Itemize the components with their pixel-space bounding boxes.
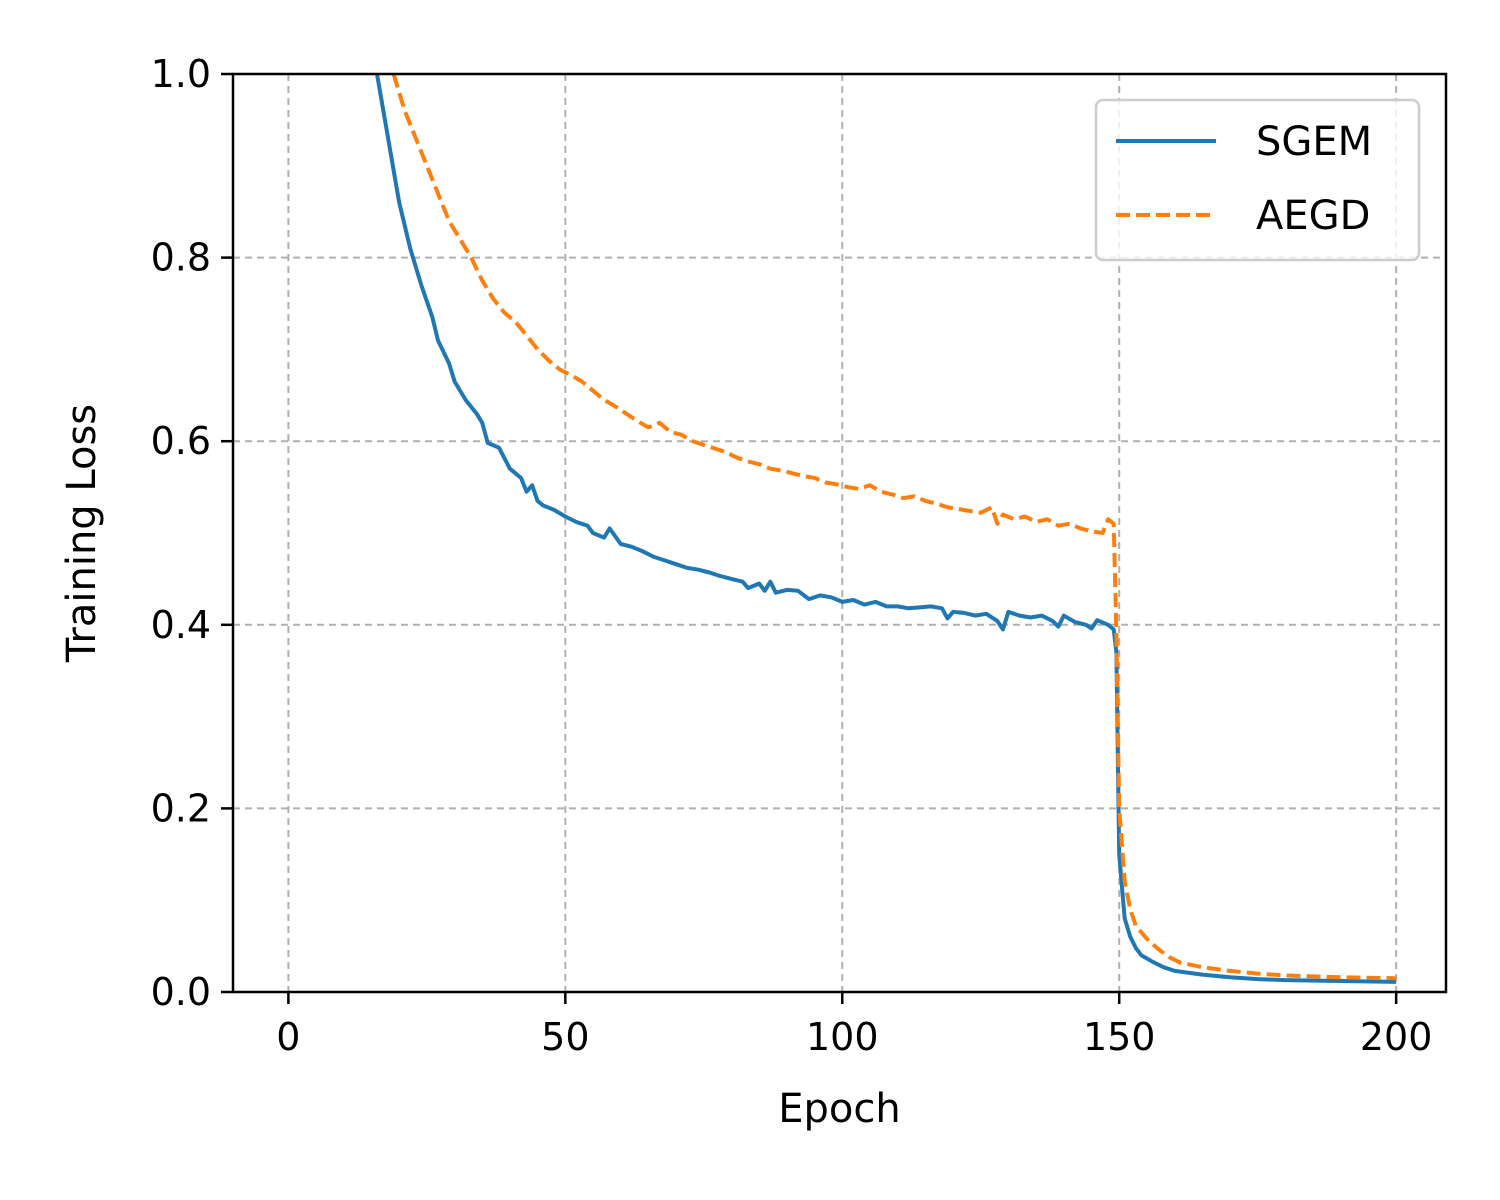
legend-label-aegd: AEGD (1256, 193, 1370, 239)
y-axis-label: Training Loss (59, 404, 105, 663)
legend: SGEM AEGD (1094, 98, 1421, 262)
y-tick-label-3: 0.6 (151, 419, 211, 463)
series-line-aegd (391, 74, 1397, 981)
x-tick-label-3: 150 (1083, 1015, 1156, 1059)
x-axis-ticks: 0 50 100 150 200 (276, 992, 1432, 1059)
x-tick-label-2: 100 (806, 1015, 879, 1059)
y-tick-label-2: 0.4 (151, 603, 211, 647)
legend-label-sgem: SGEM (1256, 119, 1372, 165)
y-axis-ticks: 0.0 0.2 0.4 0.6 0.8 1.0 (151, 52, 233, 1014)
x-tick-label-4: 200 (1360, 1015, 1433, 1059)
x-tick-label-1: 50 (541, 1015, 589, 1059)
plot-frame (231, 72, 1448, 994)
y-tick-label-4: 0.8 (151, 236, 211, 280)
x-tick-label-0: 0 (276, 1015, 300, 1059)
y-tick-label-5: 1.0 (151, 52, 211, 96)
series-lines (375, 74, 1397, 984)
y-tick-label-1: 0.2 (151, 786, 211, 830)
series-line-sgem (375, 74, 1397, 984)
y-tick-label-0: 0.0 (151, 970, 211, 1014)
x-axis-label: Epoch (778, 1086, 900, 1132)
